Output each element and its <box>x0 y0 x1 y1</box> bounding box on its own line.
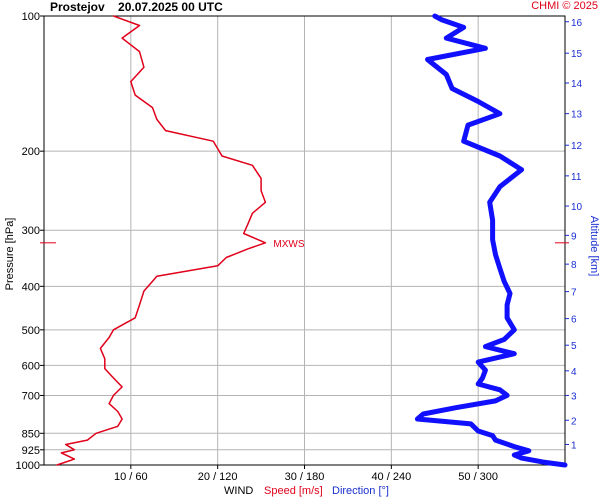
pressure-tick-label: 925 <box>22 445 40 457</box>
altitude-tick-label: 10 <box>571 202 583 213</box>
pressure-tick-label: 700 <box>22 390 40 402</box>
x-tick-label: 40 / 240 <box>371 471 411 483</box>
speed-series-line <box>56 15 267 466</box>
altitude-tick-label: 14 <box>571 79 583 90</box>
altitude-tick-label: 16 <box>571 18 583 29</box>
altitude-axis-label: Altitude [km] <box>588 215 600 277</box>
x-tick-label: 20 / 120 <box>198 471 238 483</box>
pressure-axis-label: Pressure [hPa] <box>4 217 16 291</box>
credit-label: CHMI © 2025 <box>531 0 598 12</box>
pressure-tick-label: 850 <box>22 428 40 440</box>
altitude-tick-label: 3 <box>571 391 577 402</box>
altitude-tick-label: 15 <box>571 49 583 60</box>
altitude-tick-label: 13 <box>571 110 583 121</box>
x-tick-label: 50 / 300 <box>458 471 498 483</box>
x-axis-label-speed: Speed [m/s] <box>264 485 323 497</box>
pressure-tick-label: 300 <box>22 225 40 237</box>
altitude-tick-label: 11 <box>571 172 582 183</box>
altitude-tick-label: 4 <box>571 367 577 378</box>
pressure-tick-label: 100 <box>22 11 40 23</box>
chart-title: Prostejov 20.07.2025 00 UTC <box>50 0 223 14</box>
pressure-tick-label: 400 <box>22 281 40 293</box>
altitude-tick-label: 2 <box>571 416 577 427</box>
x-axis-label-wind: WIND <box>224 485 254 497</box>
direction-series-line <box>414 13 568 468</box>
altitude-tick-label: 12 <box>571 141 583 152</box>
pressure-tick-label: 1000 <box>16 460 40 472</box>
altitude-tick-label: 7 <box>571 288 577 299</box>
altitude-tick-label: 5 <box>571 341 577 352</box>
altitude-tick-label: 1 <box>571 440 577 451</box>
x-tick-label: 30 / 180 <box>285 471 325 483</box>
x-tick-label: 10 / 60 <box>114 471 148 483</box>
altitude-tick-label: 6 <box>571 315 577 326</box>
altitude-tick-label: 8 <box>571 260 577 271</box>
mxws-label: MXWS <box>273 239 304 250</box>
pressure-tick-label: 600 <box>22 360 40 372</box>
plot-frame <box>43 15 566 466</box>
pressure-tick-label: 200 <box>22 146 40 158</box>
x-axis-label-direction: Direction [°] <box>332 485 389 497</box>
altitude-tick-label: 9 <box>571 231 577 242</box>
pressure-tick-label: 500 <box>22 325 40 337</box>
